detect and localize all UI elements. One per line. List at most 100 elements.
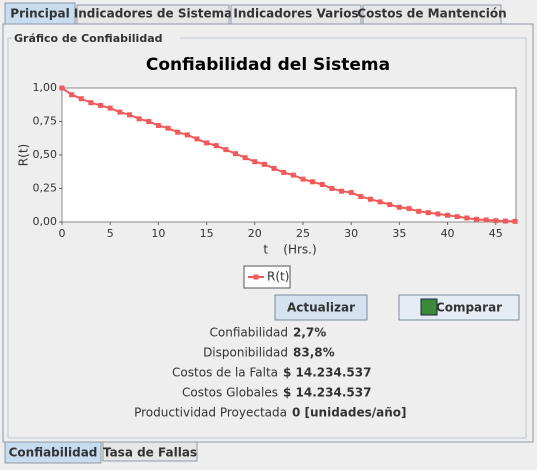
point — [252, 159, 258, 165]
x-tick-label: 5 — [107, 227, 114, 240]
point — [300, 176, 306, 182]
x-tick-label: 25 — [296, 227, 310, 240]
info-label: Disponibilidad — [203, 346, 288, 360]
x-tick-label: 30 — [344, 227, 358, 240]
y-tick-label: 0,75 — [33, 115, 58, 128]
point — [155, 123, 161, 129]
point — [146, 119, 152, 124]
point — [204, 140, 210, 146]
point — [165, 125, 171, 131]
button-label[interactable]: Actualizar — [287, 301, 355, 315]
point — [483, 217, 489, 223]
bottom-tab-label[interactable]: Confiabilidad — [9, 446, 98, 460]
point — [59, 85, 65, 91]
plot-area — [61, 87, 517, 223]
button-icon[interactable] — [420, 298, 438, 316]
point — [425, 210, 431, 216]
point — [493, 218, 499, 224]
tab[interactable] — [362, 4, 502, 25]
point — [310, 179, 316, 185]
tab-label[interactable]: Indicadores de Sistema — [74, 7, 232, 21]
info-value: $ 14.234.537 — [283, 366, 371, 380]
point — [242, 155, 248, 161]
bottom-tab[interactable] — [102, 441, 198, 462]
point — [98, 102, 104, 108]
point — [117, 109, 123, 115]
group-box — [7, 37, 527, 439]
x-tick-label: 10 — [151, 227, 165, 240]
point — [281, 169, 287, 175]
bottom-tab[interactable] — [4, 441, 102, 464]
info-label: Confiabilidad — [210, 326, 288, 340]
y-tick-label: 1,00 — [33, 81, 58, 94]
point — [358, 194, 364, 200]
legend-marker — [253, 274, 259, 280]
point — [454, 214, 460, 220]
y-tick-label: 0,25 — [33, 182, 58, 195]
point — [184, 132, 190, 138]
x-tick-label: 45 — [489, 227, 503, 240]
point — [213, 143, 219, 149]
point — [290, 172, 296, 178]
info-label: Productividad Proyectada — [134, 406, 287, 420]
point — [367, 196, 373, 202]
point — [502, 218, 508, 224]
legend — [243, 265, 291, 289]
tab-label[interactable]: Indicadores Varios — [233, 7, 358, 21]
info-label: Costos de la Falta — [172, 366, 278, 380]
point — [406, 206, 412, 212]
info-value: 83,8% — [293, 346, 335, 360]
info-value: 0 [unidades/año] — [292, 406, 407, 420]
chart-title: Confiabilidad del Sistema — [146, 55, 390, 75]
point — [416, 208, 422, 214]
point — [88, 100, 94, 106]
y-axis-label: R(t) — [17, 144, 31, 166]
button[interactable] — [398, 294, 520, 321]
point — [78, 96, 84, 102]
point — [348, 190, 354, 196]
x-tick-label: 15 — [200, 227, 214, 240]
point — [339, 188, 345, 194]
point — [396, 204, 402, 210]
point — [435, 211, 441, 217]
info-value: $ 14.234.537 — [283, 386, 371, 400]
point — [329, 186, 335, 191]
button[interactable] — [274, 294, 368, 321]
y-tick-label: 0,00 — [33, 215, 58, 228]
x-tick-label: 20 — [248, 227, 262, 240]
tab[interactable] — [4, 2, 76, 25]
point — [107, 105, 113, 111]
legend-label: R(t) — [267, 270, 289, 284]
tab-label[interactable]: Costos de Mantención — [357, 7, 506, 21]
point — [512, 218, 518, 224]
point — [445, 212, 451, 218]
point — [319, 181, 325, 187]
point — [473, 216, 479, 222]
point — [464, 215, 470, 221]
point — [223, 147, 229, 153]
point — [377, 199, 383, 205]
point — [233, 151, 239, 157]
button-label[interactable]: Comparar — [436, 301, 502, 315]
group-title-bg — [12, 32, 180, 46]
tab[interactable] — [76, 4, 230, 25]
point — [194, 136, 200, 142]
tab-label[interactable]: Principal — [10, 7, 69, 21]
info-label: Costos Globales — [182, 386, 278, 400]
x-tick-label: 40 — [441, 227, 455, 240]
x-tick-label: 0 — [59, 227, 66, 240]
point — [387, 202, 393, 208]
point — [271, 165, 277, 171]
x-axis-label: t (Hrs.) — [263, 243, 316, 257]
point — [69, 92, 75, 98]
point — [261, 161, 267, 167]
x-tick-label: 35 — [392, 227, 406, 240]
info-value: 2,7% — [293, 326, 326, 340]
bottom-tab-label[interactable]: Tasa de Fallas — [103, 446, 197, 460]
point — [136, 116, 142, 122]
y-tick-label: 0,50 — [33, 148, 58, 161]
group-title: Gráfico de Confiabilidad — [14, 32, 163, 45]
tab[interactable] — [230, 4, 362, 25]
point — [126, 112, 132, 118]
